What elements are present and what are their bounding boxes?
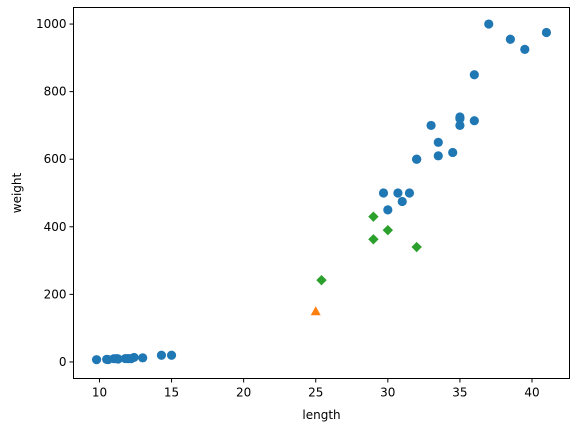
x-tick-label: 20 xyxy=(236,386,251,400)
data-point-circle xyxy=(455,114,465,124)
data-point-circle xyxy=(448,147,458,158)
data-point-circle xyxy=(426,120,436,131)
data-point-circle xyxy=(91,355,102,365)
data-point-circle xyxy=(520,44,530,54)
data-point-circle xyxy=(383,205,393,215)
plot-marks xyxy=(91,19,552,365)
data-point-circle xyxy=(113,354,123,364)
data-point-circle xyxy=(455,120,465,131)
data-point-circle xyxy=(397,196,407,207)
y-tick-label: 400 xyxy=(44,220,67,234)
y-tick-label: 1000 xyxy=(36,17,67,31)
data-point-circle xyxy=(412,154,422,164)
y-tick-label: 800 xyxy=(44,85,67,99)
x-axis-label: length xyxy=(302,408,340,422)
x-tick-label: 30 xyxy=(380,386,395,400)
data-point-circle xyxy=(469,116,479,126)
x-tick-label: 10 xyxy=(92,386,107,400)
y-axis-label: weight xyxy=(10,172,24,213)
data-point-diamond xyxy=(316,274,327,286)
data-point-circle xyxy=(156,350,167,360)
y-tick-label: 0 xyxy=(59,355,67,369)
data-point-triangle xyxy=(310,306,321,316)
data-point-diamond xyxy=(382,224,394,236)
data-point-circle xyxy=(505,34,515,44)
data-point-circle xyxy=(129,352,139,363)
data-point-diamond xyxy=(368,234,379,245)
y-tick-label: 600 xyxy=(44,152,67,166)
data-point-circle xyxy=(433,137,443,147)
data-point-circle xyxy=(469,70,479,80)
data-point-circle xyxy=(138,353,148,363)
data-point-circle xyxy=(393,188,403,198)
data-point-circle xyxy=(166,350,177,360)
x-tick-label: 40 xyxy=(524,386,539,400)
data-point-circle xyxy=(541,27,552,38)
data-point-circle xyxy=(378,188,389,198)
plot-area-frame xyxy=(73,7,570,379)
data-point-circle xyxy=(484,19,494,29)
data-point-circle xyxy=(404,188,415,198)
x-tick-label: 15 xyxy=(164,386,179,400)
data-point-circle xyxy=(433,151,443,161)
y-tick-label: 200 xyxy=(44,287,67,301)
x-tick-label: 35 xyxy=(452,386,467,400)
data-point-diamond xyxy=(368,211,379,222)
data-point-diamond xyxy=(411,241,422,253)
x-tick-label: 25 xyxy=(308,386,323,400)
